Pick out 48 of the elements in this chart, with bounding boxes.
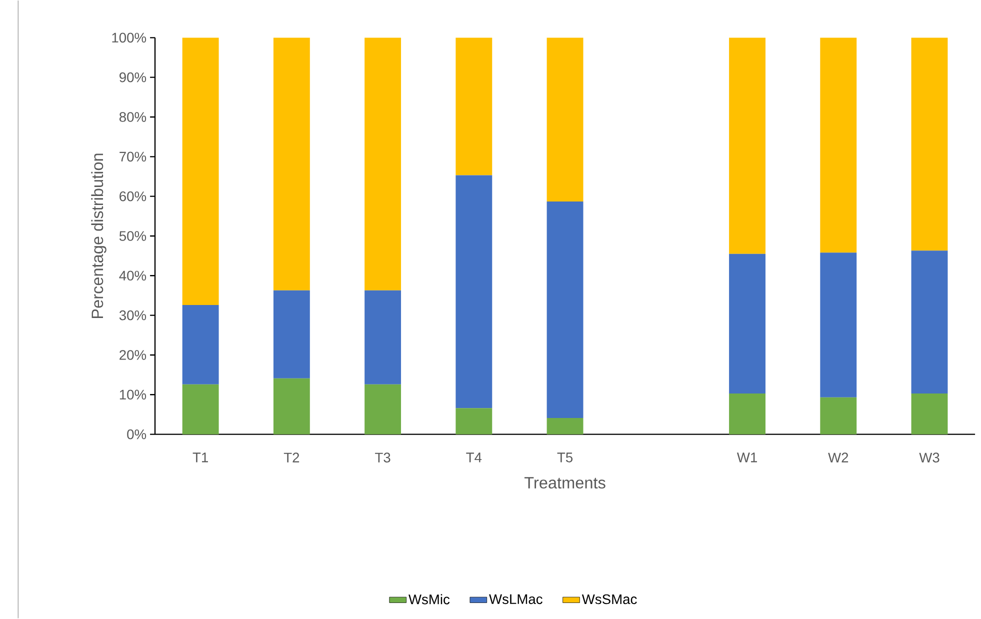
x-tick-label: T2 <box>284 452 300 462</box>
legend-label: WsSMac <box>582 594 637 604</box>
bar <box>820 398 857 434</box>
x-tick-label: T1 <box>192 452 208 462</box>
y-tick-label: 40% <box>119 270 146 281</box>
legend-label: WsMic <box>408 594 450 604</box>
y-tick-label: 80% <box>119 112 146 122</box>
y-tick-label: 10% <box>120 390 146 400</box>
bar <box>273 38 310 290</box>
bar <box>182 305 219 384</box>
bar <box>820 252 857 398</box>
legend-label: WsLMac <box>489 594 542 604</box>
y-tick-label: 20% <box>120 350 146 360</box>
y-tick-label: 50% <box>119 231 146 242</box>
bar <box>546 418 584 434</box>
bar <box>820 38 857 253</box>
x-tick-label: T3 <box>375 452 390 463</box>
x-axis-title: Treatments <box>524 477 606 489</box>
bar <box>911 394 948 434</box>
bar <box>273 290 310 379</box>
bar <box>729 254 766 394</box>
bar <box>456 408 492 434</box>
x-tick-label: W2 <box>828 452 848 462</box>
bar <box>364 384 402 434</box>
y-tick-label: 60% <box>120 192 146 202</box>
bar <box>364 290 402 384</box>
y-tick-label: 70% <box>120 152 146 162</box>
y-tick-label: 0% <box>127 430 146 440</box>
x-tick-label: W1 <box>736 452 757 462</box>
bar <box>729 394 766 434</box>
x-tick-label: T4 <box>466 452 482 462</box>
bar <box>729 38 766 254</box>
y-tick-label: 100% <box>112 32 146 43</box>
x-tick-label: W3 <box>919 452 940 463</box>
bar <box>546 38 584 202</box>
bar <box>182 384 219 434</box>
y-axis-title: Percentage distribution <box>91 154 106 318</box>
bar <box>364 38 402 290</box>
bar <box>911 250 948 394</box>
bar <box>182 38 219 306</box>
bar <box>546 202 584 418</box>
bar <box>456 38 492 176</box>
bar <box>911 38 948 251</box>
bar <box>456 175 492 408</box>
y-tick-label: 90% <box>120 72 146 82</box>
x-tick-label: T5 <box>557 452 573 462</box>
y-tick-label: 30% <box>119 310 146 320</box>
bar <box>273 378 310 434</box>
